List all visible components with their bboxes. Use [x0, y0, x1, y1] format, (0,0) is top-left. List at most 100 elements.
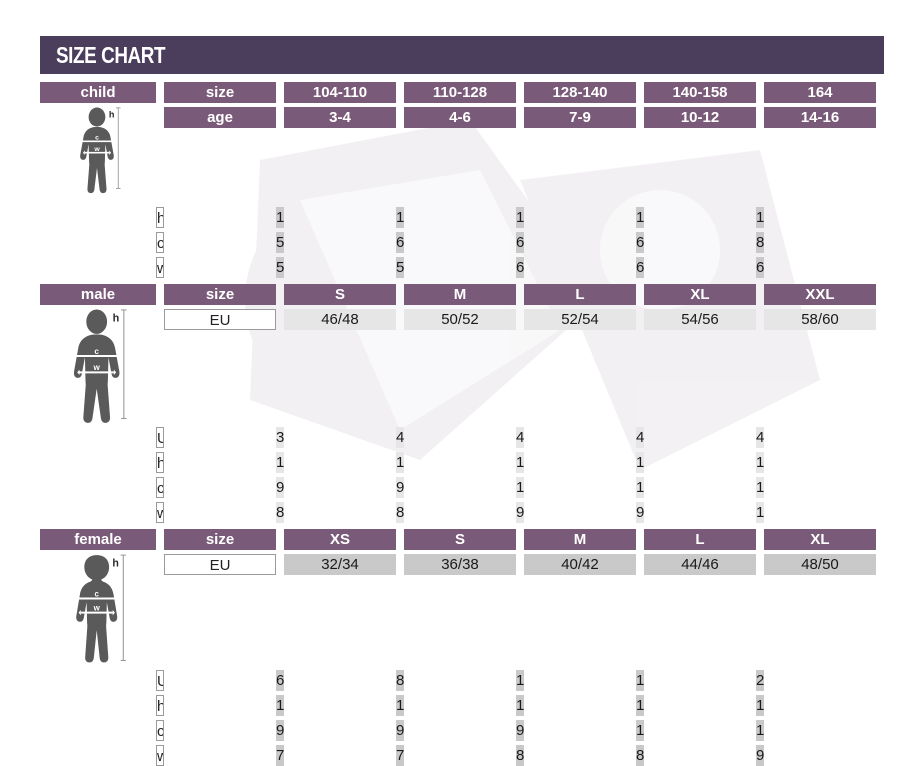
column-spacer: [40, 670, 156, 691]
row-label-male-chest: chest: [156, 477, 164, 498]
cell-child-chest-3: 69-83: [636, 232, 644, 253]
cell-female-UK-1: 8/10: [396, 670, 404, 691]
column-spacer: [40, 257, 156, 278]
column-spacer: [40, 745, 156, 766]
column-spacer: [40, 427, 156, 448]
column-spacer: [404, 452, 516, 473]
cell-male-UK-3: 44/46: [636, 427, 644, 448]
cell-male-waist-2: 90-94: [516, 502, 524, 523]
column-spacer: [524, 452, 636, 473]
cell-female-EU-1: 36/38: [404, 554, 516, 575]
column-spacer: [284, 477, 396, 498]
column-spacer: [156, 309, 164, 330]
cell-child-chest-4: 83-87: [756, 232, 764, 253]
column-spacer: [756, 82, 764, 103]
column-spacer: [636, 107, 644, 128]
child-body-figure: c w h: [40, 107, 156, 203]
svg-text:c: c: [94, 589, 99, 598]
svg-text:w: w: [92, 603, 100, 612]
cell-male-UK-1: 40/42: [396, 427, 404, 448]
column-spacer: [404, 477, 516, 498]
size-header-female-2: M: [524, 529, 636, 550]
column-spacer: [284, 257, 396, 278]
column-spacer: [284, 427, 396, 448]
column-spacer: [276, 529, 284, 550]
cell-female-chest-4: 110-118: [756, 720, 764, 741]
cell-child-height-4: 164: [756, 207, 764, 228]
column-spacer: [516, 309, 524, 330]
cell-child-chest-2: 65-69: [516, 232, 524, 253]
column-spacer: [156, 529, 164, 550]
size-header-child-4: 164: [764, 82, 876, 103]
row-header-male-size: size: [164, 284, 276, 305]
column-spacer: [396, 107, 404, 128]
cell-female-UK-2: 12/14: [516, 670, 524, 691]
cell-female-UK-0: 6/8: [276, 670, 284, 691]
cell-female-waist-2: 80-84: [516, 745, 524, 766]
column-spacer: [164, 695, 276, 716]
column-spacer: [524, 207, 636, 228]
size-header-male-0: S: [284, 284, 396, 305]
cell-male-EU-2: 52/54: [524, 309, 636, 330]
cell-child-waist-3: 63-66: [636, 257, 644, 278]
age-header-child-1: 4-6: [404, 107, 516, 128]
cell-child-chest-0: 56-61: [276, 232, 284, 253]
cell-female-height-4: 182: [756, 695, 764, 716]
column-spacer: [284, 232, 396, 253]
column-spacer: [644, 452, 756, 473]
column-spacer: [644, 745, 756, 766]
size-header-female-0: XS: [284, 529, 396, 550]
column-spacer: [156, 107, 164, 128]
column-spacer: [756, 309, 764, 330]
column-spacer: [276, 284, 284, 305]
cell-male-chest-1: 96-100: [396, 477, 404, 498]
column-spacer: [636, 529, 644, 550]
column-spacer: [524, 720, 636, 741]
page-title: SIZE CHART: [56, 41, 166, 68]
row-header-child-age: age: [164, 107, 276, 128]
column-spacer: [284, 207, 396, 228]
size-header-male-1: M: [404, 284, 516, 305]
column-spacer: [524, 232, 636, 253]
svg-text:w: w: [93, 146, 100, 153]
column-spacer: [404, 232, 516, 253]
column-spacer: [40, 452, 156, 473]
row-label-female-UK: UK: [156, 670, 164, 691]
column-spacer: [516, 529, 524, 550]
row-header-child-size: size: [164, 82, 276, 103]
row-label-child-waist: waist: [156, 257, 164, 278]
column-spacer: [284, 452, 396, 473]
row-label-female-height: height: [156, 695, 164, 716]
row-label-male-waist: waist: [156, 502, 164, 523]
cell-male-UK-4: 48/50: [756, 427, 764, 448]
column-spacer: [284, 670, 396, 691]
column-spacer: [40, 477, 156, 498]
size-header-child-3: 140-158: [644, 82, 756, 103]
cell-female-height-0: 168: [276, 695, 284, 716]
cell-female-chest-3: 104-110: [636, 720, 644, 741]
column-spacer: [636, 82, 644, 103]
column-spacer: [644, 232, 756, 253]
cell-female-waist-1: 76-80: [396, 745, 404, 766]
cell-male-waist-3: 94-104: [636, 502, 644, 523]
column-spacer: [156, 284, 164, 305]
age-header-child-2: 7-9: [524, 107, 636, 128]
column-spacer: [644, 257, 756, 278]
column-spacer: [516, 107, 524, 128]
cell-female-waist-4: 94-102: [756, 745, 764, 766]
column-spacer: [284, 745, 396, 766]
row-header-female-size: size: [164, 529, 276, 550]
column-spacer: [756, 529, 764, 550]
age-header-child-0: 3-4: [284, 107, 396, 128]
cell-female-height-2: 176: [516, 695, 524, 716]
column-spacer: [164, 427, 276, 448]
column-spacer: [40, 207, 156, 228]
svg-text:w: w: [92, 363, 100, 372]
column-spacer: [404, 670, 516, 691]
cell-male-EU-1: 50/52: [404, 309, 516, 330]
cell-child-waist-4: 66-70: [756, 257, 764, 278]
age-header-child-4: 14-16: [764, 107, 876, 128]
column-spacer: [396, 529, 404, 550]
column-spacer: [40, 232, 156, 253]
size-header-child-2: 128-140: [524, 82, 636, 103]
